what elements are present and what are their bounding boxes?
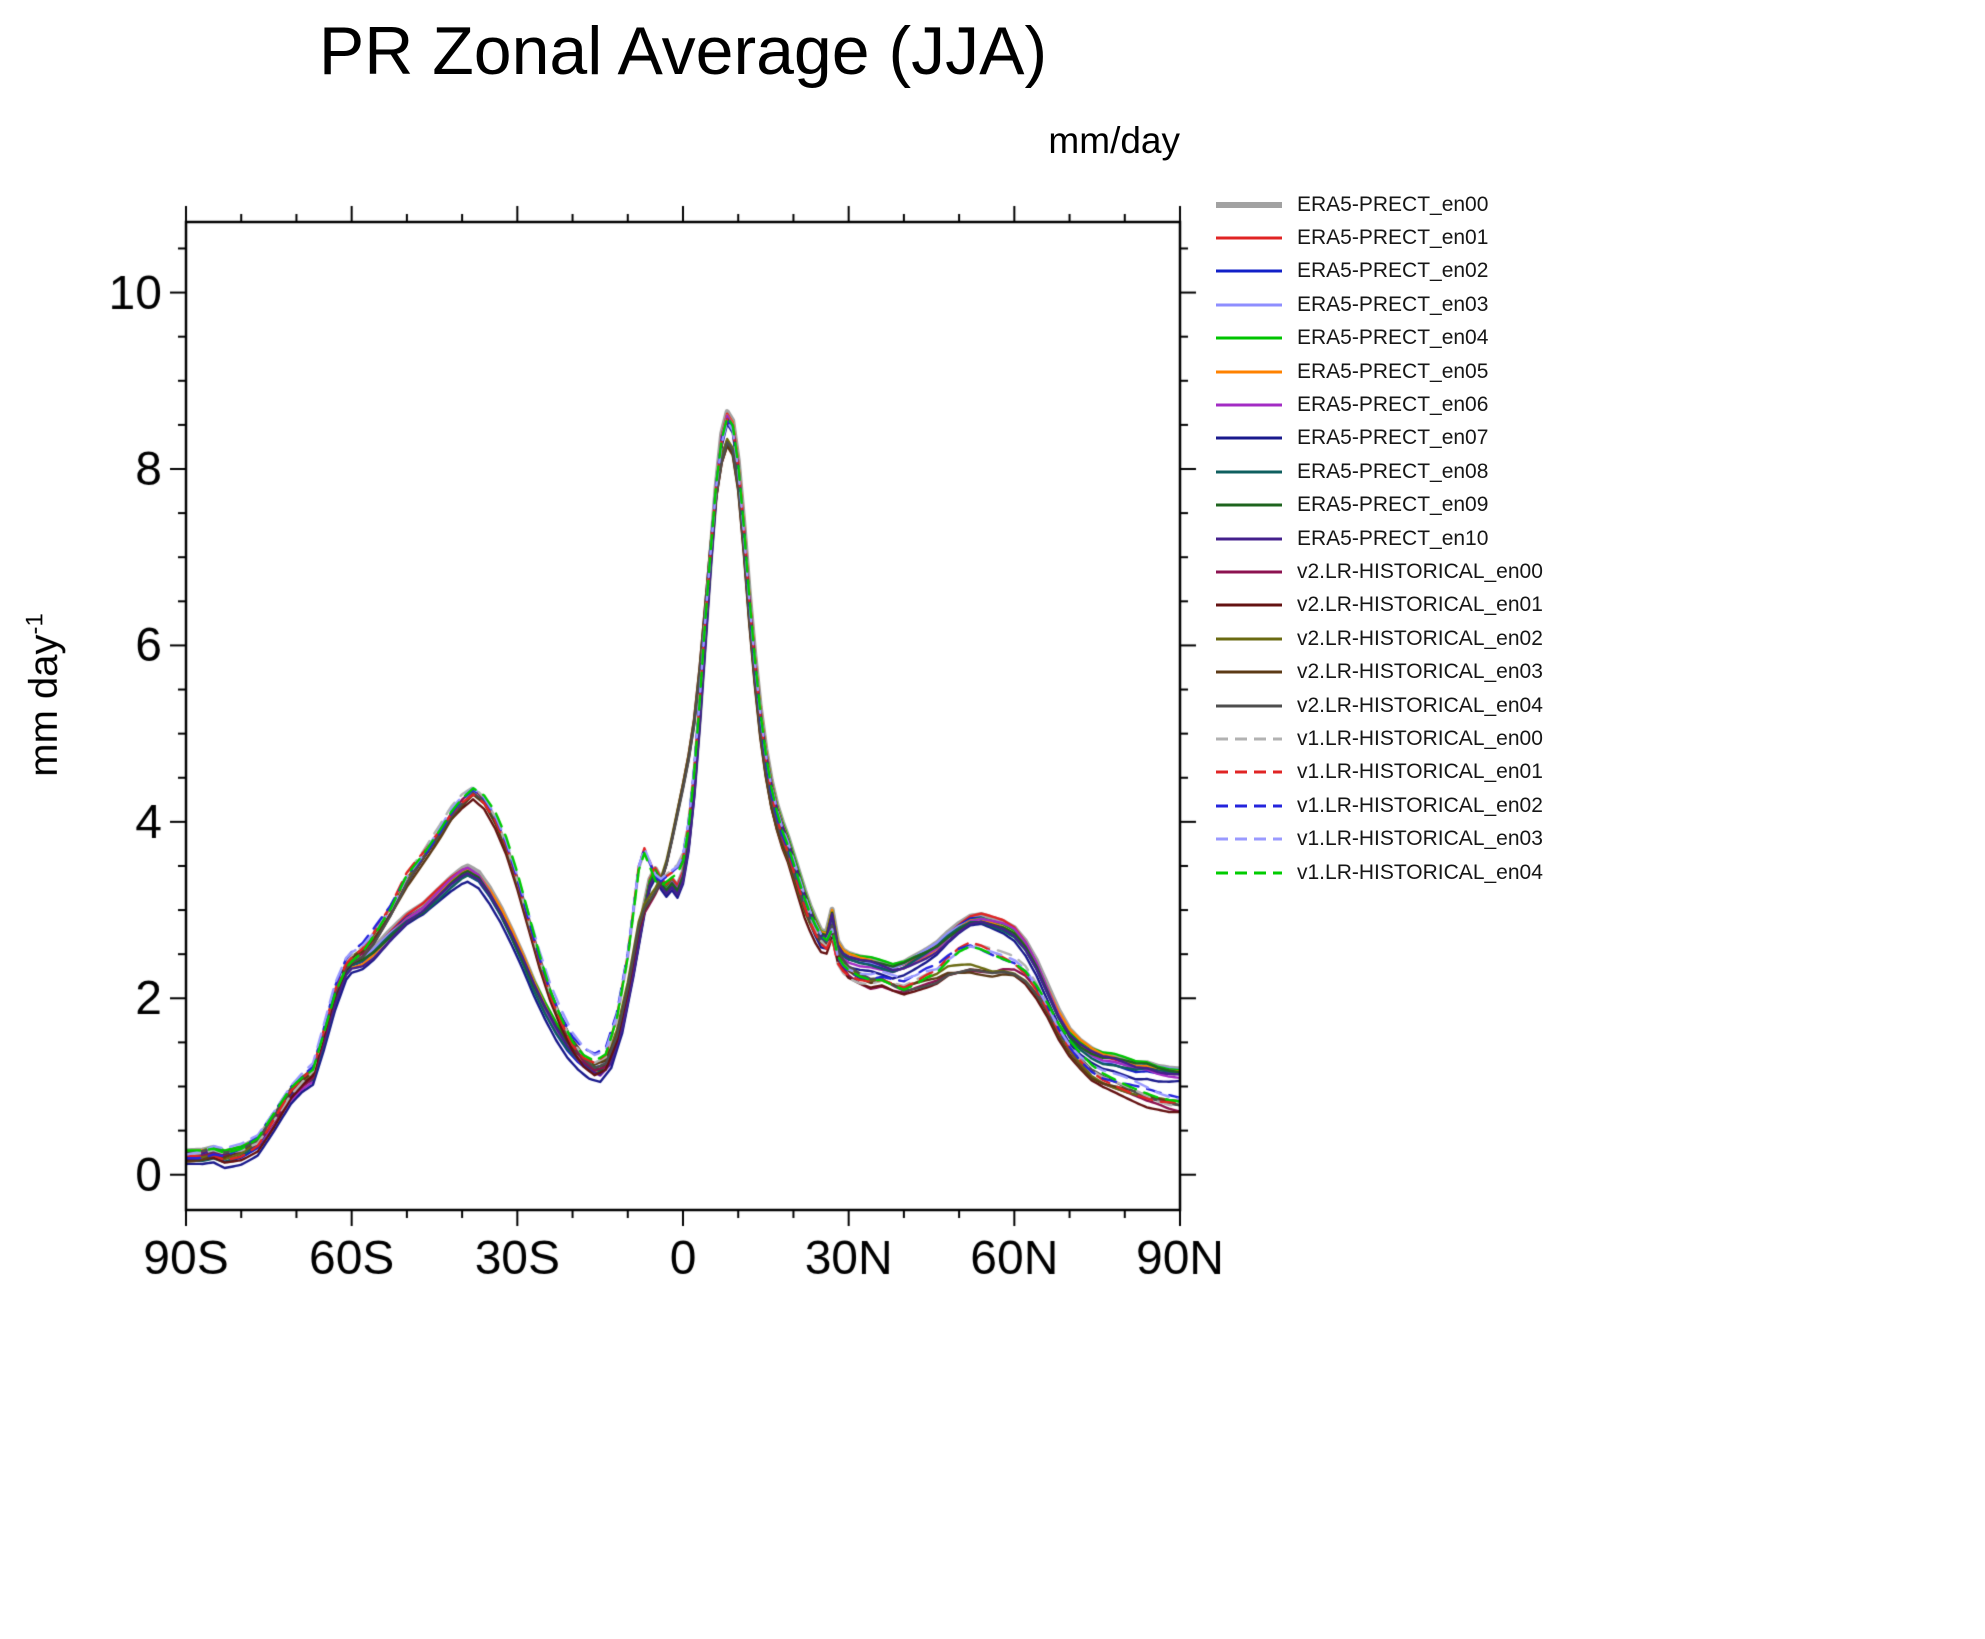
y-axis-label: mm day-1 xyxy=(21,613,66,777)
legend-item: ERA5-PRECT_en02 xyxy=(1216,255,1543,288)
legend-item: ERA5-PRECT_en07 xyxy=(1216,422,1543,455)
y-axis-label-exponent: -1 xyxy=(21,613,49,635)
legend-line-sample xyxy=(1216,804,1282,808)
legend-item: ERA5-PRECT_en00 xyxy=(1216,188,1543,221)
legend-line-sample xyxy=(1216,269,1282,273)
legend: ERA5-PRECT_en00 ERA5-PRECT_en01 ERA5-PRECT… xyxy=(1216,188,1543,889)
legend-item-label: ERA5-PRECT_en04 xyxy=(1297,326,1489,350)
legend-item-label: ERA5-PRECT_en02 xyxy=(1297,259,1489,283)
legend-item: v2.LR-HISTORICAL_en00 xyxy=(1216,555,1543,588)
legend-item: ERA5-PRECT_en09 xyxy=(1216,489,1543,522)
legend-item: v1.LR-HISTORICAL_en00 xyxy=(1216,722,1543,755)
legend-item-label: v1.LR-HISTORICAL_en00 xyxy=(1297,726,1543,750)
legend-item: v1.LR-HISTORICAL_en02 xyxy=(1216,789,1543,822)
legend-item-label: ERA5-PRECT_en07 xyxy=(1297,426,1489,450)
legend-item-label: ERA5-PRECT_en03 xyxy=(1297,292,1489,316)
legend-item-label: ERA5-PRECT_en08 xyxy=(1297,459,1489,483)
legend-line-sample xyxy=(1216,470,1282,474)
legend-line-sample xyxy=(1216,637,1282,641)
legend-item-label: v1.LR-HISTORICAL_en01 xyxy=(1297,760,1543,784)
legend-line-sample xyxy=(1216,403,1282,407)
legend-line-sample xyxy=(1216,670,1282,674)
legend-item: v1.LR-HISTORICAL_en04 xyxy=(1216,856,1543,889)
legend-item: ERA5-PRECT_en05 xyxy=(1216,355,1543,388)
chart-title: PR Zonal Average (JJA) xyxy=(318,13,1048,89)
legend-item-label: v2.LR-HISTORICAL_en00 xyxy=(1297,559,1543,583)
legend-item-label: v2.LR-HISTORICAL_en04 xyxy=(1297,693,1543,717)
legend-item: v2.LR-HISTORICAL_en04 xyxy=(1216,689,1543,722)
legend-item: ERA5-PRECT_en01 xyxy=(1216,221,1543,254)
legend-item-label: v1.LR-HISTORICAL_en03 xyxy=(1297,827,1543,851)
legend-line-sample xyxy=(1216,704,1282,708)
legend-line-sample xyxy=(1216,871,1282,874)
legend-line-sample xyxy=(1216,303,1282,307)
legend-item: v2.LR-HISTORICAL_en03 xyxy=(1216,655,1543,688)
legend-item-label: ERA5-PRECT_en00 xyxy=(1297,192,1489,216)
legend-line-sample xyxy=(1216,603,1282,607)
legend-item: ERA5-PRECT_en08 xyxy=(1216,455,1543,488)
legend-item-label: ERA5-PRECT_en05 xyxy=(1297,359,1489,383)
legend-item-label: ERA5-PRECT_en01 xyxy=(1297,226,1489,250)
legend-item-label: ERA5-PRECT_en06 xyxy=(1297,393,1489,417)
legend-line-sample xyxy=(1216,770,1282,774)
legend-line-sample xyxy=(1216,837,1282,841)
legend-line-sample xyxy=(1216,537,1282,541)
legend-item: v2.LR-HISTORICAL_en01 xyxy=(1216,589,1543,622)
legend-line-sample xyxy=(1216,436,1282,440)
legend-line-sample xyxy=(1216,236,1282,240)
legend-item: v1.LR-HISTORICAL_en01 xyxy=(1216,756,1543,789)
legend-item-label: v2.LR-HISTORICAL_en01 xyxy=(1297,593,1543,617)
y-axis-label-text: mm day xyxy=(21,634,66,777)
legend-item: ERA5-PRECT_en04 xyxy=(1216,322,1543,355)
legend-line-sample xyxy=(1216,570,1282,574)
legend-item-label: v2.LR-HISTORICAL_en02 xyxy=(1297,626,1543,650)
legend-line-sample xyxy=(1216,201,1282,208)
legend-line-sample xyxy=(1216,370,1282,374)
legend-item: ERA5-PRECT_en06 xyxy=(1216,388,1543,421)
legend-item-label: ERA5-PRECT_en10 xyxy=(1297,526,1489,550)
legend-item: ERA5-PRECT_en03 xyxy=(1216,288,1543,321)
legend-line-sample xyxy=(1216,737,1282,741)
legend-line-sample xyxy=(1216,336,1282,340)
legend-item: v1.LR-HISTORICAL_en03 xyxy=(1216,822,1543,855)
legend-item: v2.LR-HISTORICAL_en02 xyxy=(1216,622,1543,655)
legend-item-label: ERA5-PRECT_en09 xyxy=(1297,493,1489,517)
legend-item: ERA5-PRECT_en10 xyxy=(1216,522,1543,555)
legend-line-sample xyxy=(1216,503,1282,507)
legend-item-label: v1.LR-HISTORICAL_en04 xyxy=(1297,860,1543,884)
units-label: mm/day xyxy=(1048,120,1180,161)
legend-item-label: v2.LR-HISTORICAL_en03 xyxy=(1297,660,1543,684)
legend-item-label: v1.LR-HISTORICAL_en02 xyxy=(1297,793,1543,817)
